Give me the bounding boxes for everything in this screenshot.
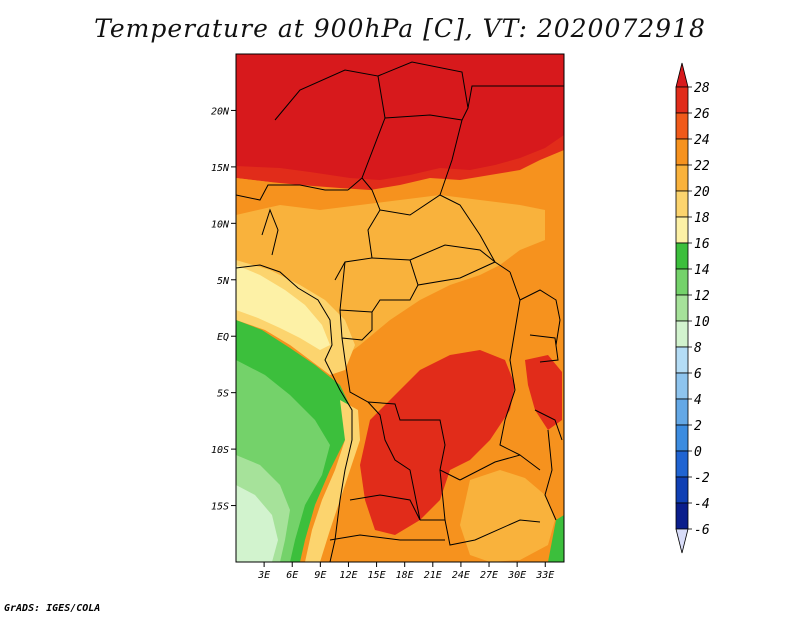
colorbar-label: -6 — [694, 523, 710, 538]
colorbar-swatch — [675, 372, 689, 400]
colorbar-label: 16 — [694, 237, 710, 252]
lon-tick-label: 6E — [286, 570, 298, 581]
colorbar-swatch — [675, 86, 689, 114]
colorbar-swatch — [675, 346, 689, 374]
lat-tick-label: 5N — [217, 276, 230, 287]
colorbar-over-triangle — [675, 62, 689, 88]
colorbar-label: 2 — [694, 419, 702, 434]
temp-field-22-24-southeast — [460, 470, 555, 562]
map-frame — [235, 53, 565, 563]
lat-tick-label: 5S — [217, 389, 229, 400]
colorbar-label: -4 — [694, 497, 710, 512]
colorbar-swatch — [675, 138, 689, 166]
lon-tick-label: 12E — [339, 570, 357, 581]
colorbar-label: 0 — [694, 445, 702, 460]
colorbar-swatch — [675, 242, 689, 270]
temp-field-26-28-south — [360, 350, 515, 535]
colorbar-label: 20 — [694, 185, 710, 200]
lon-tick-label: 15E — [368, 570, 386, 581]
colorbar-label: 6 — [694, 367, 702, 382]
colorbar-label: 10 — [694, 315, 710, 330]
colorbar-under-triangle — [675, 528, 689, 554]
lon-tick-group: 3E 6E 9E 12E 15E 18E 21E 24E 27E 30E 33E — [257, 562, 554, 581]
lat-tick-label: 15S — [211, 502, 229, 513]
colorbar-swatch — [675, 216, 689, 244]
temp-field-14-16-southeast — [548, 515, 564, 562]
temp-field-16-18 — [236, 265, 330, 350]
lat-tick-label: EQ — [217, 332, 229, 343]
colorbar-label: 8 — [694, 341, 702, 356]
colorbar-swatch — [675, 320, 689, 348]
lon-tick-label: 30E — [507, 570, 526, 581]
colorbar-label: -2 — [694, 471, 710, 486]
grads-credit: GrADS: IGES/COLA — [4, 603, 101, 614]
colorbar-label: 14 — [694, 263, 710, 278]
lat-tick-group: 20N 15N 10N 5N EQ 5S 10S 15S — [211, 106, 236, 513]
colorbar-label: 26 — [694, 107, 710, 122]
lon-tick-label: 33E — [535, 570, 554, 581]
lat-tick-label: 15N — [211, 163, 230, 174]
colorbar-swatch — [675, 268, 689, 296]
lat-tick-label: 20N — [211, 106, 230, 117]
colorbar-swatch — [675, 190, 689, 218]
colorbar-swatch — [675, 476, 689, 504]
lon-tick-label: 3E — [257, 570, 270, 581]
lat-tick-label: 10S — [211, 445, 229, 456]
colorbar-swatch — [675, 502, 689, 530]
country-borders — [236, 61, 564, 562]
lon-tick-label: 27E — [480, 570, 498, 581]
colorbar-swatch — [675, 398, 689, 426]
lon-tick-label: 18E — [396, 570, 414, 581]
colorbar-label: 22 — [694, 159, 710, 174]
temp-field-8-10 — [236, 485, 278, 562]
colorbar-swatch — [675, 424, 689, 452]
colorbar-label: 28 — [694, 81, 710, 96]
colorbar-label: 4 — [694, 393, 702, 408]
colorbar-swatch — [675, 112, 689, 140]
colorbar-label: 24 — [694, 133, 710, 148]
lon-tick-label: 21E — [424, 570, 442, 581]
temp-field-26-28-east — [525, 355, 562, 430]
lon-tick-label: 24E — [452, 570, 470, 581]
lat-tick-label: 10N — [211, 219, 230, 230]
lon-tick-label: 9E — [314, 570, 326, 581]
colorbar-label: 18 — [694, 211, 710, 226]
colorbar-swatch — [675, 294, 689, 322]
temp-field-20-22-south-coast — [305, 400, 360, 562]
chart-title: Temperature at 900hPa [C], VT: 202007291… — [94, 14, 706, 43]
colorbar-swatch — [675, 450, 689, 478]
colorbar-label: 12 — [694, 289, 710, 304]
colorbar-swatch — [675, 164, 689, 192]
